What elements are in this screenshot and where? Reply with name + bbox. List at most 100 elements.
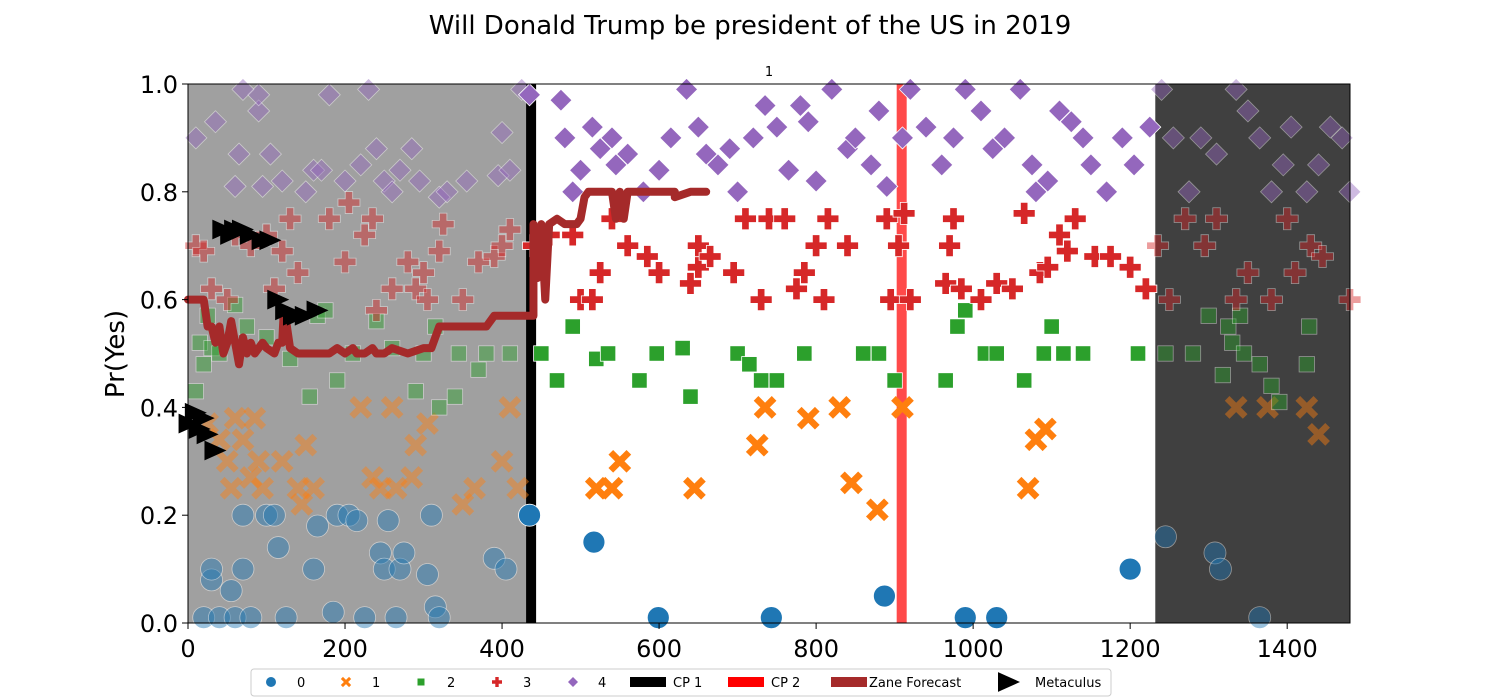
point-series-4 <box>1008 77 1032 101</box>
x-axis-ticks: 0 200 400 600 800 1000 1200 1400 <box>180 623 1318 663</box>
point-series-2 <box>564 318 581 335</box>
point-series-4 <box>380 180 404 204</box>
point-series-3 <box>1134 277 1158 301</box>
change-point-1 <box>526 84 537 623</box>
x-tick-label: 200 <box>322 635 368 663</box>
point-series-1 <box>608 449 632 473</box>
point-series-1 <box>683 476 706 500</box>
legend-label: 1 <box>372 676 380 691</box>
metaculus-marker <box>192 408 215 429</box>
point-series-1 <box>302 476 325 500</box>
point-series-0 <box>1203 541 1227 565</box>
legend-swatch-metaculus <box>998 672 1020 692</box>
point-series-1 <box>490 449 514 473</box>
point-series-3 <box>969 288 993 312</box>
point-series-4 <box>561 180 585 204</box>
point-series-2 <box>431 399 448 416</box>
point-series-3 <box>427 239 451 263</box>
point-series-4 <box>1059 110 1083 134</box>
point-series-4 <box>1330 126 1354 150</box>
point-series-4 <box>777 158 801 182</box>
point-series-1 <box>361 466 384 489</box>
point-series-0 <box>416 563 439 586</box>
y-tick-label: 0.8 <box>140 179 178 207</box>
point-series-0 <box>306 514 329 538</box>
metaculus-marker <box>204 440 227 461</box>
point-series-0 <box>368 541 392 565</box>
point-series-4 <box>427 185 451 209</box>
shaded-region-2 <box>1155 84 1350 623</box>
point-series-2 <box>988 345 1005 362</box>
point-series-1 <box>865 498 889 522</box>
point-series-0 <box>873 584 896 608</box>
point-series-4 <box>686 115 710 139</box>
point-series-3 <box>1205 207 1228 231</box>
point-series-3 <box>792 261 816 285</box>
point-series-4 <box>914 115 938 139</box>
point-series-1 <box>498 396 522 419</box>
point-series-0 <box>482 546 506 570</box>
point-series-1 <box>251 476 274 500</box>
point-series-4 <box>843 126 867 150</box>
point-series-1 <box>828 396 852 419</box>
point-series-4 <box>227 142 251 166</box>
point-series-2 <box>1043 318 1060 335</box>
forecast-line-group <box>184 187 711 369</box>
point-series-4 <box>796 110 820 134</box>
y-tick-label: 0.4 <box>140 394 178 422</box>
point-series-4 <box>992 126 1017 150</box>
point-series-0 <box>274 606 298 630</box>
point-series-4 <box>875 174 899 198</box>
legend-swatch-zane-forecast <box>831 677 867 687</box>
point-series-4 <box>247 83 271 107</box>
legend-swatch-cp-2 <box>728 677 764 687</box>
point-series-4 <box>1271 153 1295 177</box>
point-series-2 <box>1055 345 1072 362</box>
point-series-3 <box>647 261 671 285</box>
point-series-4 <box>309 158 334 182</box>
point-series-3 <box>1000 277 1024 301</box>
point-series-0 <box>518 503 541 527</box>
point-series-4 <box>820 77 844 101</box>
point-series-3 <box>1224 288 1248 312</box>
point-series-4 <box>969 99 993 123</box>
point-series-4 <box>1307 153 1331 177</box>
point-series-3 <box>482 245 506 268</box>
point-series-4 <box>294 180 318 204</box>
point-series-3 <box>317 207 341 231</box>
point-series-4 <box>349 153 373 177</box>
y-axis-label: Pr(Yes) <box>101 310 131 398</box>
point-series-1 <box>270 449 294 473</box>
chart-subtitle: 1 <box>765 65 773 80</box>
point-series-1 <box>753 396 777 419</box>
point-series-4 <box>1138 115 1162 139</box>
legend-swatch-series-0 <box>266 677 276 687</box>
point-series-1 <box>506 476 530 500</box>
point-series-0 <box>345 509 369 532</box>
point-series-2 <box>478 345 495 362</box>
point-series-4 <box>1036 169 1060 193</box>
point-series-4 <box>372 169 396 193</box>
point-series-2 <box>446 388 464 405</box>
point-series-1 <box>745 433 769 457</box>
point-series-4 <box>674 77 699 101</box>
point-series-2 <box>1271 393 1288 411</box>
point-series-2 <box>631 372 648 389</box>
point-series-3 <box>698 245 722 268</box>
y-tick-label: 0.6 <box>140 287 178 315</box>
point-series-3 <box>1146 234 1170 258</box>
point-series-2 <box>1235 345 1253 362</box>
point-series-2 <box>1214 366 1231 384</box>
point-series-1 <box>400 466 424 489</box>
point-series-3 <box>804 234 828 258</box>
point-series-4 <box>941 126 966 150</box>
point-series-1 <box>215 449 239 473</box>
point-series-4 <box>1236 99 1260 123</box>
point-series-3 <box>1036 255 1060 279</box>
change-point-lines <box>526 84 907 623</box>
legend-swatch-series-2 <box>417 678 425 686</box>
point-series-3 <box>365 298 388 322</box>
point-series-1 <box>796 406 820 430</box>
point-series-0 <box>321 600 345 624</box>
point-series-4 <box>302 158 326 182</box>
